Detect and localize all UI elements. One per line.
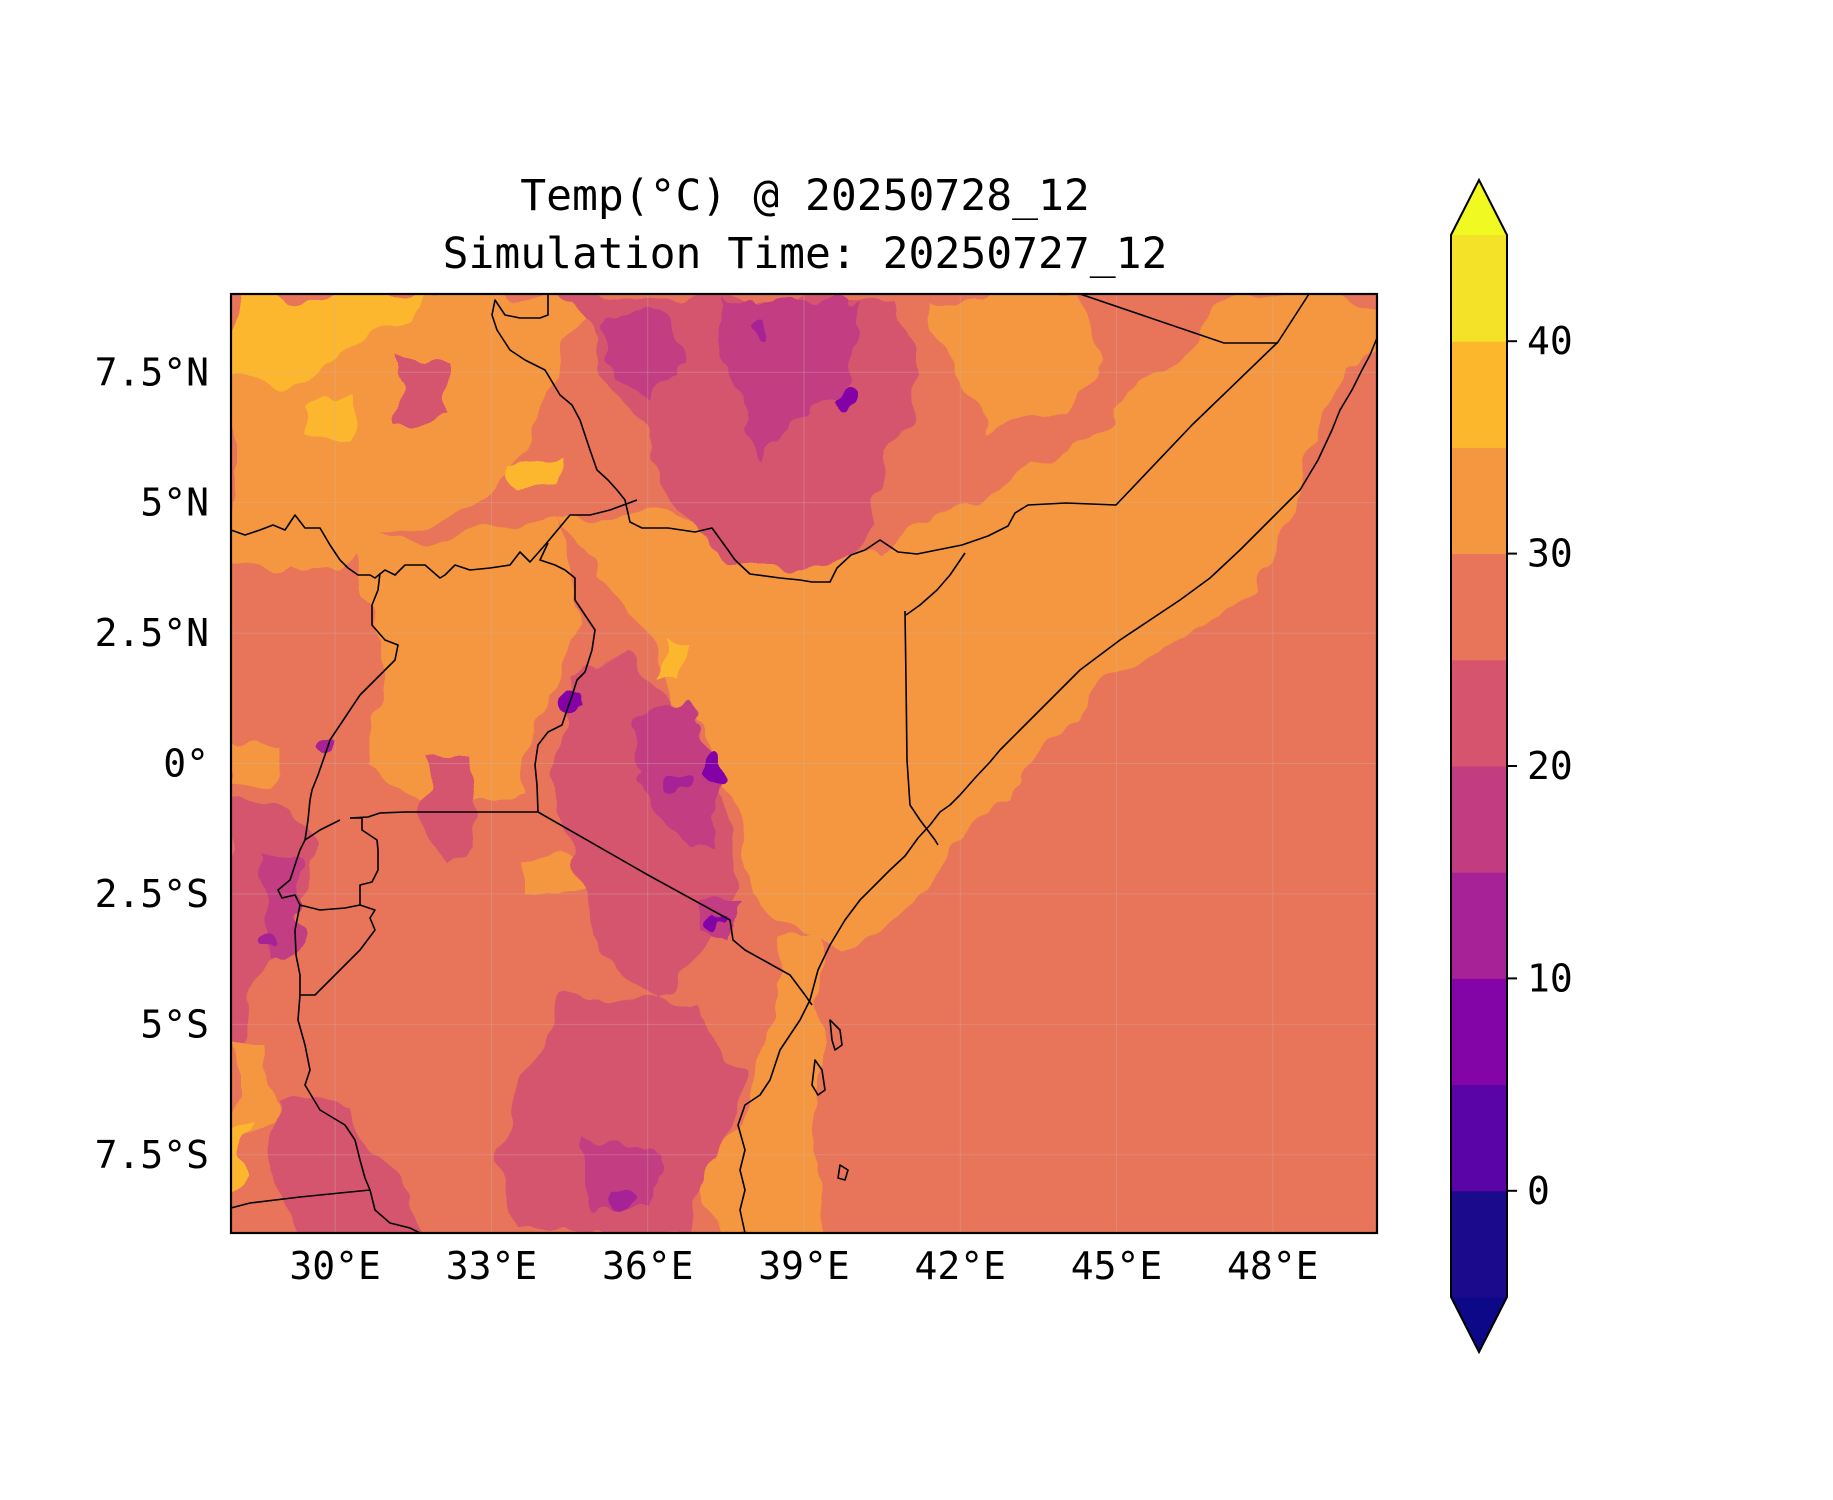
lat-tick-label: 2.5°N — [95, 611, 209, 655]
lat-tick-label: 5°N — [140, 481, 209, 525]
lon-tick-label: 33°E — [446, 1244, 538, 1288]
colorbar-tick-label: 0 — [1527, 1169, 1550, 1213]
colorbar-outline — [1450, 177, 1508, 1355]
temperature-colorbar: 0 10 20 30 40 — [1450, 177, 1573, 1355]
lat-tick-label: 0° — [163, 742, 209, 786]
field-cold-below-15 — [262, 320, 859, 1212]
country-boundaries — [231, 294, 1377, 1233]
colorbar-band — [1451, 447, 1507, 555]
lon-tick-label: 48°E — [1227, 1244, 1319, 1288]
colorbar-tick-label: 20 — [1527, 744, 1573, 788]
field-hot-35-40 — [231, 294, 690, 1200]
colorbar-band — [1451, 553, 1507, 661]
lon-tick-label: 45°E — [1071, 1244, 1163, 1288]
colorbar-under-arrow — [1451, 1297, 1507, 1352]
colorbar-band — [1451, 978, 1507, 1086]
longitude-tick-labels: 30°E 33°E 36°E 39°E 42°E 45°E 48°E — [289, 1244, 1318, 1288]
lon-tick-label: 42°E — [915, 1244, 1007, 1288]
colorbar-band — [1451, 659, 1507, 767]
colorbar-band — [1451, 341, 1507, 448]
lon-tick-label: 39°E — [758, 1244, 850, 1288]
colorbar-band — [1451, 872, 1507, 979]
latitude-tick-labels: 7.5°N 5°N 2.5°N 0° 2.5°S 5°S 7.5°S — [95, 350, 209, 1177]
lon-tick-label: 36°E — [602, 1244, 694, 1288]
lat-tick-label: 7.5°S — [95, 1133, 209, 1177]
colorbar-tick-label: 40 — [1527, 319, 1573, 363]
colorbar-band — [1451, 1190, 1507, 1298]
map-frame — [229, 292, 1379, 1235]
map-title-line2: Simulation Time: 20250727_12 — [443, 229, 1168, 279]
lon-tick-label: 30°E — [289, 1244, 381, 1288]
temperature-field — [231, 294, 1377, 1233]
colorbar-band — [1451, 766, 1507, 873]
map-gridlines — [231, 294, 1377, 1233]
colorbar-tick-label: 30 — [1527, 532, 1573, 576]
lat-tick-label: 2.5°S — [95, 872, 209, 916]
lat-tick-label: 7.5°N — [95, 350, 209, 394]
colorbar-tick-label: 10 — [1527, 956, 1573, 1000]
colorbar-over-arrow — [1451, 180, 1507, 235]
field-colder-15-20 — [260, 300, 860, 1210]
colorbar-band — [1451, 1084, 1507, 1192]
map-title-line1: Temp(°C) @ 20250728_12 — [520, 171, 1090, 221]
colorbar-band — [1451, 235, 1507, 342]
lat-tick-label: 5°S — [140, 1002, 209, 1046]
